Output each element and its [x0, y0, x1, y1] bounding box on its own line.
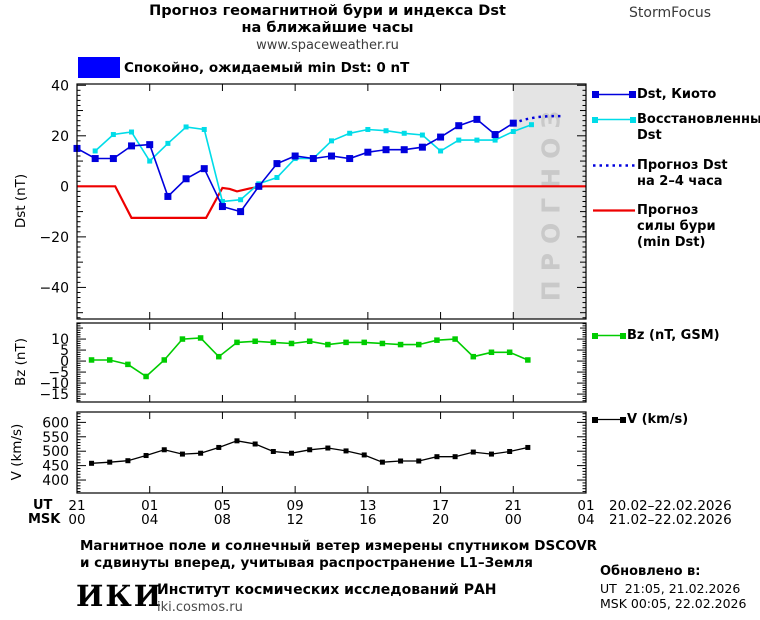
svg-text:40: 40 [51, 78, 69, 94]
status-text: Спокойно, ожидаемый min Dst: 0 nT [124, 60, 410, 76]
legend-swatch-storm-icon [593, 209, 635, 212]
msk-row-label: MSK [28, 512, 61, 527]
svg-text:−10: −10 [39, 376, 69, 392]
svg-text:04: 04 [577, 512, 594, 528]
svg-text:04: 04 [141, 512, 158, 528]
dst-panel: ПРОГНОЗ −40 −20 0 20 40 [39, 78, 587, 320]
svg-text:05: 05 [214, 498, 231, 514]
dst-axis-label: Dst (nT) [13, 173, 29, 229]
svg-text:00: 00 [68, 512, 85, 528]
legend-bz: Bz (nT, GSM) [627, 328, 720, 343]
bz-axis-label: Bz (nT) [13, 338, 29, 386]
svg-text:01: 01 [577, 498, 594, 514]
status-color-swatch [78, 57, 120, 78]
svg-text:400: 400 [42, 473, 69, 489]
legend-swatch-dst-kyoto-icon [592, 91, 636, 98]
forecast-region-label: ПРОГНОЗ [537, 102, 566, 301]
site-url: www.spaceweather.ru [256, 38, 399, 53]
legend-swatch-v-icon [592, 417, 626, 423]
svg-text:5: 5 [60, 343, 69, 359]
legend-forecast-line1: Прогноз Dst [637, 158, 728, 173]
v-axis-label: V (km/s) [9, 423, 25, 481]
brand-name: StormFocus [629, 5, 712, 21]
legend-swatch-restored-icon [592, 117, 636, 123]
svg-text:−15: −15 [39, 387, 69, 403]
svg-text:450: 450 [42, 459, 69, 475]
svg-text:01: 01 [141, 498, 158, 514]
legend-dst-kyoto: Dst, Киото [637, 87, 717, 102]
page-subtitle: на ближайшие часы [241, 20, 414, 36]
svg-text:−40: −40 [39, 280, 69, 296]
svg-text:0: 0 [60, 354, 69, 370]
svg-text:10: 10 [51, 332, 69, 348]
svg-text:13: 13 [359, 498, 376, 514]
svg-text:0: 0 [60, 179, 69, 195]
legend-storm-line3: (min Dst) [637, 235, 706, 250]
svg-text:17: 17 [432, 498, 449, 514]
updated-ut: UT 21:05, 21.02.2026 [600, 581, 741, 596]
svg-text:−20: −20 [39, 230, 69, 246]
svg-text:09: 09 [287, 498, 304, 514]
data-source-note-1: Магнитное поле и солнечный ветер измерен… [80, 538, 598, 554]
svg-text:12: 12 [287, 512, 304, 528]
updated-msk: MSK 00:05, 22.02.2026 [600, 596, 747, 611]
svg-text:20: 20 [51, 129, 69, 145]
ut-date-range: 20.02–22.02.2026 [609, 498, 732, 514]
legend-forecast-line2: на 2–4 часа [637, 174, 723, 189]
svg-text:00: 00 [505, 512, 522, 528]
ut-row-label: UT [33, 498, 53, 513]
msk-date-range: 21.02–22.02.2026 [609, 512, 732, 528]
institute-site: iki.cosmos.ru [157, 600, 243, 615]
updated-label: Обновлено в: [600, 564, 701, 579]
institute-name: Институт космических исследований РАН [157, 582, 497, 598]
iki-logo: ИКИ [76, 579, 164, 613]
svg-text:21: 21 [68, 498, 85, 514]
page-title: Прогноз геомагнитной бури и индекса Dst [149, 3, 506, 19]
svg-text:600: 600 [42, 415, 69, 431]
legend-storm-line1: Прогноз [637, 203, 699, 218]
svg-text:21: 21 [505, 498, 522, 514]
legend-swatch-bz-icon [592, 333, 626, 339]
svg-text:550: 550 [42, 430, 69, 446]
svg-text:16: 16 [359, 512, 376, 528]
svg-text:20: 20 [432, 512, 449, 528]
svg-text:−5: −5 [48, 365, 69, 381]
svg-text:500: 500 [42, 444, 69, 460]
legend-swatch-forecast-icon [593, 164, 635, 167]
legend-restored-line1: Восстановленный [637, 112, 760, 127]
data-source-note-2: и сдвинуты вперед, учитывая распростране… [80, 555, 533, 571]
legend-storm-line2: силы бури [637, 219, 716, 234]
legend-v: V (km/s) [627, 412, 689, 427]
svg-text:08: 08 [214, 512, 231, 528]
legend-restored-line2: Dst [637, 128, 662, 143]
